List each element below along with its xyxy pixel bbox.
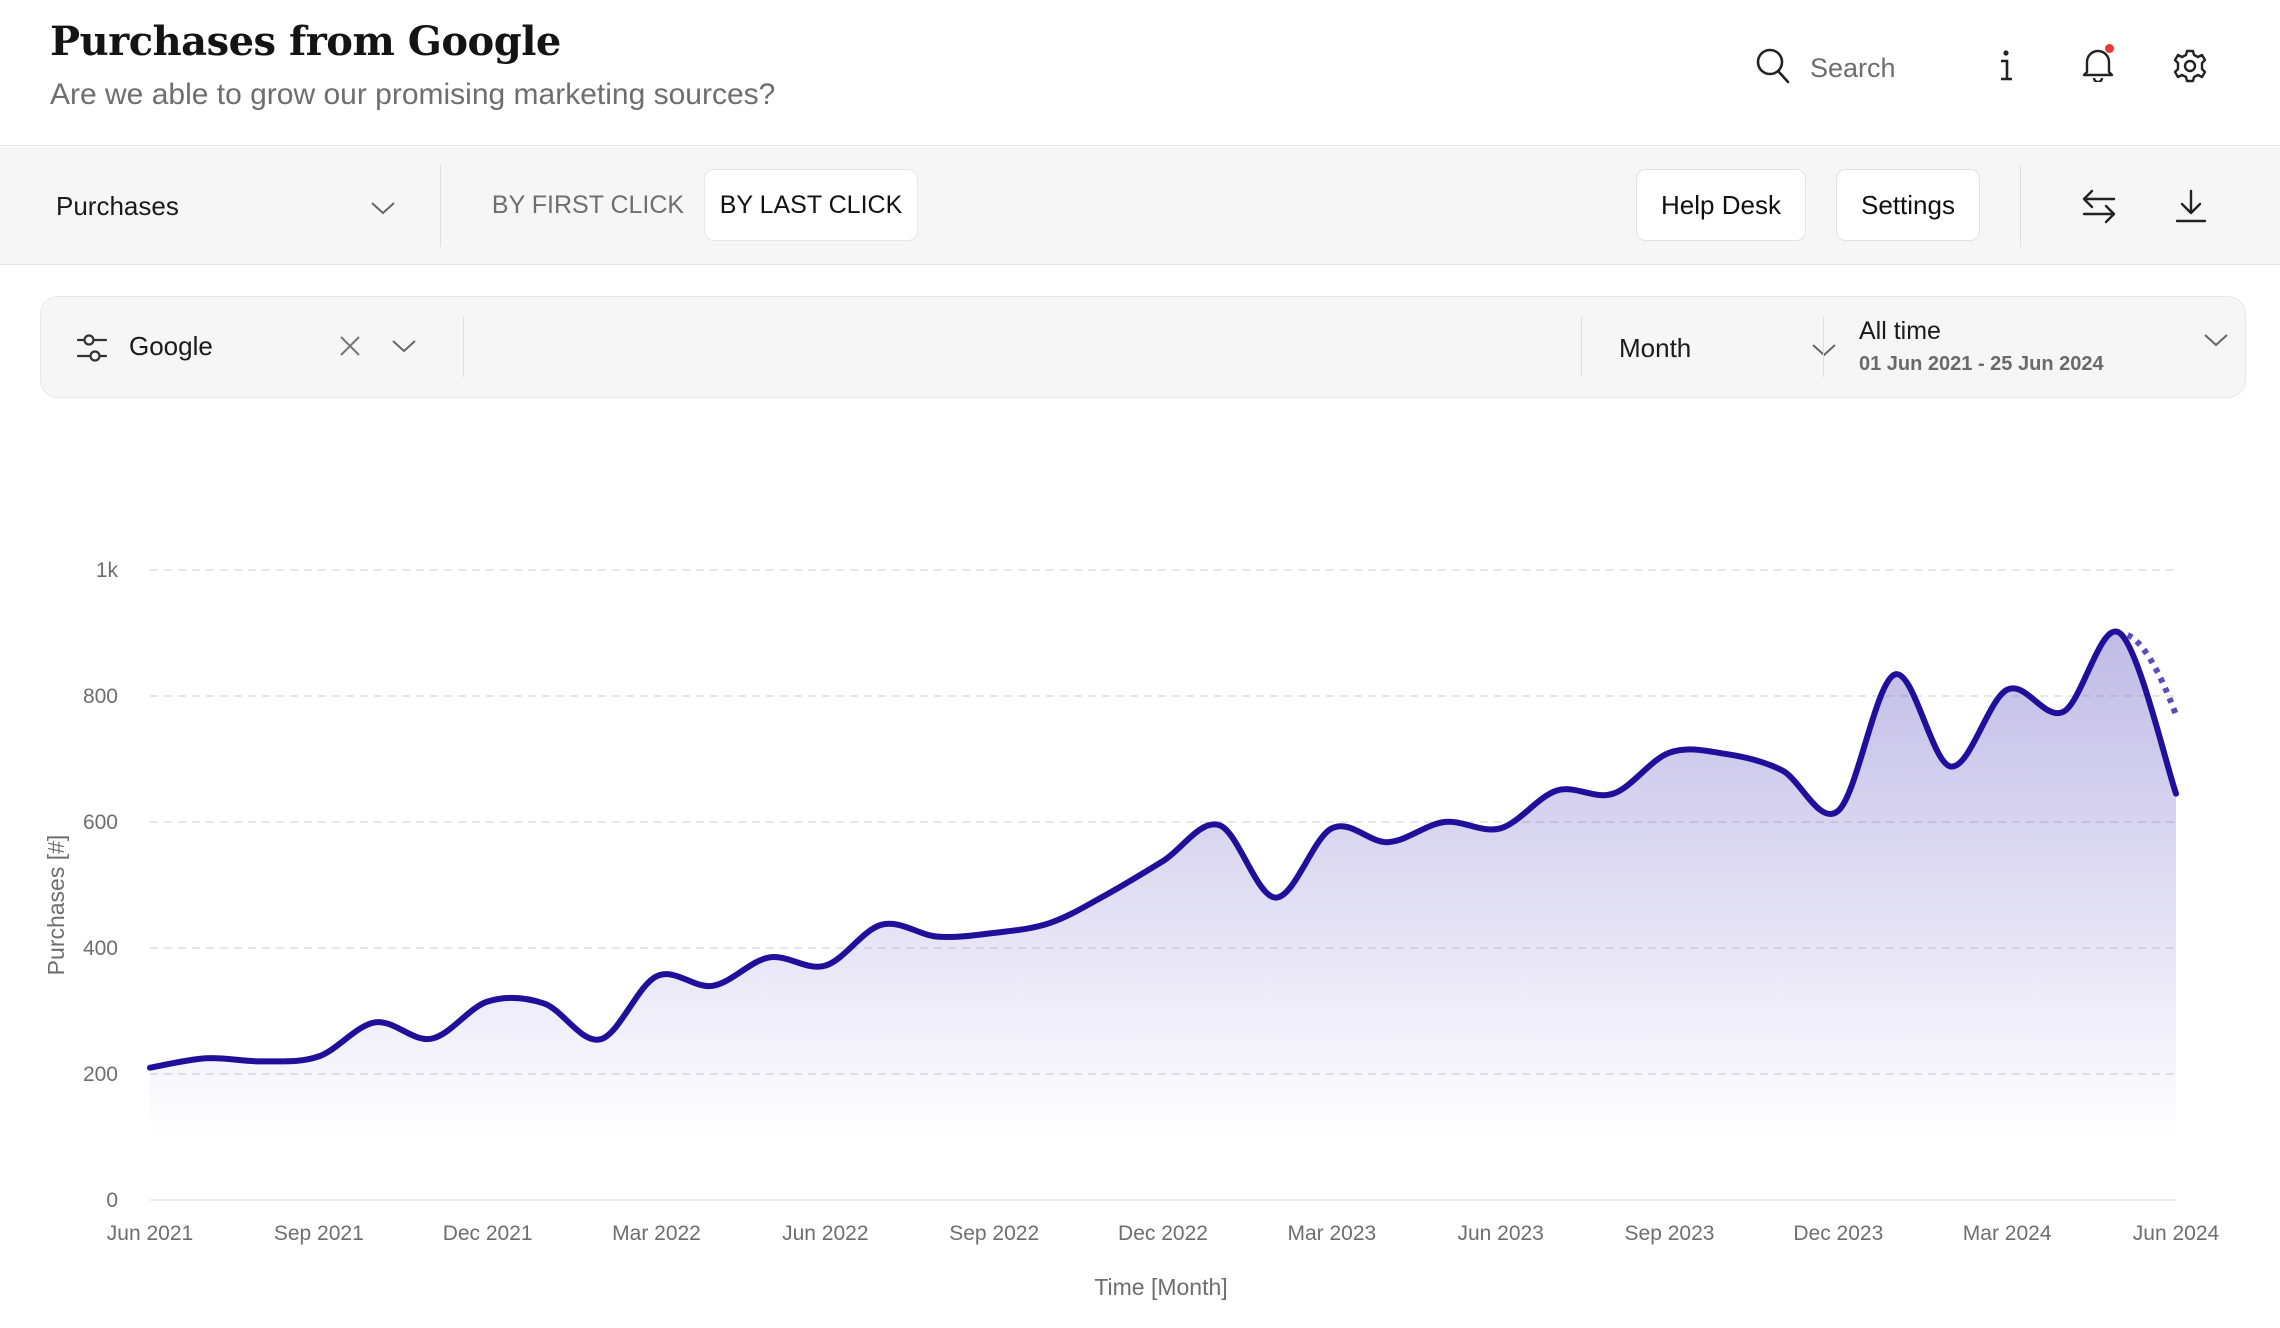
metric-select-label: Purchases <box>56 190 179 221</box>
page-subtitle: Are we able to grow our promising market… <box>50 78 776 111</box>
chevron-down-icon <box>370 191 396 222</box>
notifications-button[interactable] <box>2076 44 2120 88</box>
x-tick-label: Mar 2022 <box>612 1222 701 1245</box>
area-fill <box>150 631 2176 1140</box>
date-range-value: 01 Jun 2021 - 25 Jun 2024 <box>1859 353 2104 375</box>
page-title: Purchases from Google <box>50 18 561 65</box>
download-icon[interactable] <box>2166 181 2216 231</box>
x-tick-label: Jun 2022 <box>782 1222 868 1245</box>
chevron-down-icon <box>1811 333 1837 364</box>
chevron-down-icon <box>2203 333 2229 352</box>
filter-divider <box>1581 317 1582 377</box>
search-input[interactable]: Search <box>1810 52 1896 83</box>
help-desk-button[interactable]: Help Desk <box>1636 169 1806 241</box>
filter-divider <box>1823 317 1824 377</box>
date-range-select[interactable]: All time 01 Jun 2021 - 25 Jun 2024 <box>1859 311 2229 385</box>
y-tick-label: 800 <box>83 685 118 708</box>
filter-bar: Google Month All time 01 Jun 2021 - 25 J… <box>40 296 2246 398</box>
search-icon <box>1756 48 1790 89</box>
source-filter-value[interactable]: Google <box>129 331 213 361</box>
y-tick-label: 1k <box>96 559 119 582</box>
x-tick-label: Jun 2024 <box>2133 1222 2220 1245</box>
x-tick-label: Sep 2021 <box>274 1222 364 1245</box>
series-line <box>147 628 2179 1071</box>
filter-sliders-icon <box>75 331 109 365</box>
x-tick-label: Jun 2021 <box>107 1222 193 1245</box>
tab-by-first-click[interactable]: BY FIRST CLICK <box>491 190 685 219</box>
x-tick-label: Jun 2023 <box>1457 1222 1543 1245</box>
x-tick-label: Dec 2023 <box>1793 1222 1883 1245</box>
x-axis-title: Time [Month] <box>1094 1274 1227 1300</box>
y-tick-label: 200 <box>83 1063 118 1086</box>
granularity-select[interactable]: Month <box>1619 321 1837 375</box>
y-tick-label: 600 <box>83 811 118 834</box>
x-tick-label: Sep 2023 <box>1625 1222 1715 1245</box>
settings-button[interactable]: Settings <box>1836 169 1980 241</box>
chevron-down-icon[interactable] <box>387 331 421 361</box>
granularity-label: Month <box>1619 332 1692 363</box>
y-tick-label: 400 <box>83 937 118 960</box>
x-tick-label: Mar 2023 <box>1287 1222 1376 1245</box>
info-icon[interactable] <box>1984 44 2028 88</box>
purchases-chart: 0 200 400 600 800 1k Jun 2021 Sep 2021 Dec 2021 M… <box>43 559 2220 1300</box>
filter-divider <box>463 317 464 377</box>
notification-dot <box>2105 44 2114 53</box>
close-icon[interactable] <box>335 331 365 361</box>
date-range-label: All time <box>1859 317 1941 345</box>
x-tick-label: Dec 2021 <box>443 1222 533 1245</box>
metric-select[interactable]: Purchases <box>56 179 396 233</box>
bell-icon <box>2081 46 2115 87</box>
page-header: Purchases from Google Are we able to gro… <box>0 0 2280 146</box>
toolbar-divider <box>440 165 441 247</box>
x-tick-label: Sep 2022 <box>949 1222 1039 1245</box>
x-tick-label: Dec 2022 <box>1118 1222 1208 1245</box>
x-tick-label: Mar 2024 <box>1963 1222 2052 1245</box>
tab-by-last-click[interactable]: BY LAST CLICK <box>704 169 918 241</box>
toolbar: Purchases BY FIRST CLICK BY LAST CLICK H… <box>0 147 2280 265</box>
toolbar-divider <box>2020 165 2021 247</box>
y-axis-title: Purchases [#] <box>43 835 69 976</box>
projection-line <box>2126 632 2179 716</box>
swap-icon[interactable] <box>2074 181 2124 231</box>
search-box[interactable]: Search <box>1756 46 1896 90</box>
y-tick-label: 0 <box>106 1189 118 1212</box>
gear-icon[interactable] <box>2168 44 2212 88</box>
